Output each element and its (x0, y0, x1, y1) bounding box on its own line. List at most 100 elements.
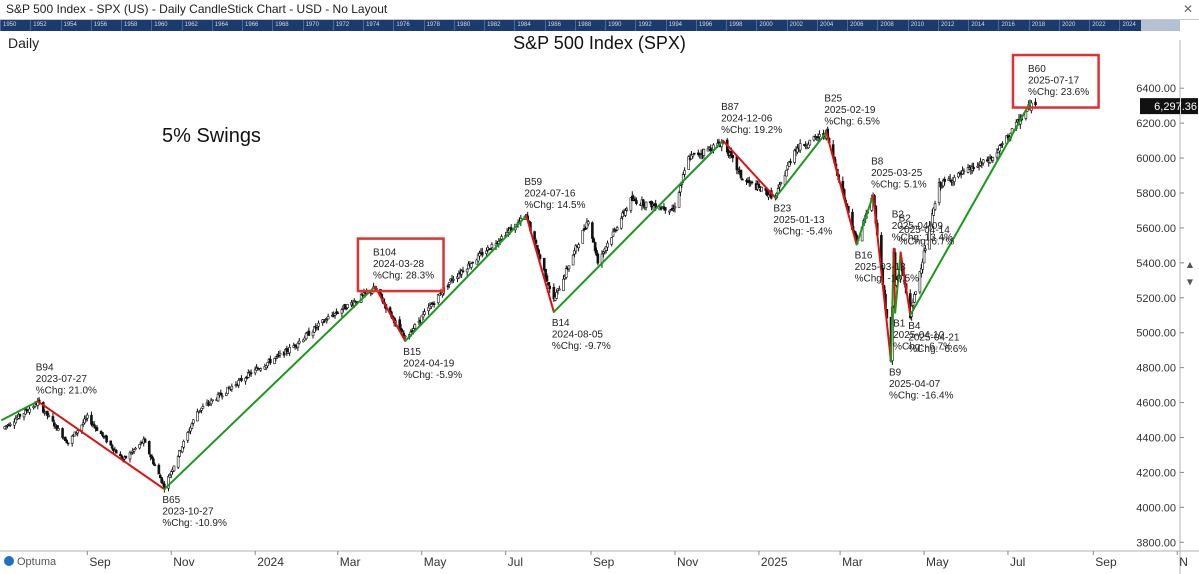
candle-body (478, 253, 481, 257)
candle-body (220, 395, 224, 398)
candle-body (41, 402, 45, 413)
timeline-year[interactable]: 2004 (816, 20, 847, 31)
candle-body (489, 248, 492, 250)
candle-body (596, 253, 600, 264)
candle-body (548, 285, 552, 290)
timeline-year[interactable]: 1986 (544, 20, 575, 31)
timeline-year[interactable]: 2002 (786, 20, 817, 31)
swing-label-line: B25 (824, 93, 842, 104)
swing-label-line: 2025-01-13 (773, 215, 825, 226)
candle-body (197, 411, 201, 413)
timeline-year[interactable]: 2006 (847, 20, 877, 31)
candle-body (344, 307, 348, 310)
timeline-year[interactable]: 1950 (0, 20, 30, 31)
scale-down-icon[interactable]: ▼ (1187, 277, 1194, 286)
candle-body (190, 423, 194, 429)
timeline-year[interactable]: 1992 (635, 20, 665, 31)
timeline-year[interactable]: 1990 (605, 20, 635, 31)
x-tick-label: Jul (1010, 555, 1025, 569)
timeline-year[interactable]: 1952 (30, 20, 60, 31)
timeline-year[interactable]: 2014 (968, 20, 998, 31)
candle-body (317, 322, 320, 327)
timeline-year[interactable]: 1960 (151, 20, 181, 31)
swing-label-line: B65 (162, 495, 180, 506)
candle-body (401, 331, 404, 333)
swing-label-line: B104 (373, 248, 397, 259)
down-swing-line (899, 251, 912, 317)
timeline-year[interactable]: 2010 (907, 20, 938, 31)
candle-body (932, 207, 935, 216)
candle-body (591, 222, 594, 239)
timeline-year[interactable]: 1970 (302, 20, 333, 31)
candle-body (143, 438, 147, 443)
candle-body (702, 148, 706, 156)
y-tick-label: 4800.00 (1136, 363, 1176, 375)
timeline-year[interactable]: 2016 (998, 20, 1028, 31)
candle-body (808, 139, 812, 146)
timeline-year[interactable]: 1988 (574, 20, 605, 31)
timeline-year[interactable]: 1968 (272, 20, 302, 31)
timeline-year[interactable]: 1998 (726, 20, 756, 31)
candle-body (230, 386, 234, 390)
timeline-year[interactable]: 1994 (665, 20, 696, 31)
timeline-year[interactable]: 1978 (423, 20, 454, 31)
swing-label-line: %Chg: 13.4% (892, 233, 953, 244)
timeline-navigator[interactable]: 1950 1952 1954 1956 1958 1960 1962 1964 1966 1968… (0, 20, 1180, 31)
up-swing-line (894, 251, 902, 314)
timeline-year[interactable]: 1964 (211, 20, 242, 31)
candle-body (818, 134, 821, 137)
timeline-year[interactable]: 1962 (181, 20, 212, 31)
candle-body (51, 416, 55, 422)
timeline-year[interactable]: 2024 (1119, 20, 1149, 31)
timeline-year[interactable]: 1974 (363, 20, 393, 31)
timeline-year[interactable]: 2012 (937, 20, 968, 31)
timeline-year[interactable]: 1984 (514, 20, 544, 31)
candle-body (564, 268, 568, 278)
candle-body (461, 270, 465, 273)
close-icon[interactable]: ✕ (1182, 2, 1194, 16)
candle-body (995, 152, 999, 158)
timeline-year[interactable]: 2000 (756, 20, 786, 31)
candle-body (928, 225, 931, 250)
timeline-year[interactable]: 1982 (484, 20, 514, 31)
timeline-year[interactable]: 1976 (393, 20, 423, 31)
timeline-year[interactable]: 1996 (695, 20, 726, 31)
candle-body (611, 231, 615, 237)
candle-body (692, 152, 696, 155)
candle-body (403, 335, 407, 338)
timeline-year[interactable]: 1980 (453, 20, 484, 31)
candle-body (555, 291, 558, 299)
candle-body (574, 245, 578, 252)
swing-label-line: 2025-03-25 (871, 168, 923, 179)
timeline-year[interactable]: 1972 (332, 20, 363, 31)
candle-body (92, 424, 96, 427)
timeline-year[interactable]: 2022 (1089, 20, 1119, 31)
period-label: Daily (8, 35, 40, 51)
x-tick-label: May (424, 555, 447, 569)
scale-up-icon[interactable]: ▲ (1187, 260, 1194, 269)
swing-label-line: B2 (892, 210, 905, 221)
annotation-text: 5% Swings (162, 125, 261, 147)
highlight-box (1011, 53, 1100, 109)
timeline-year[interactable]: 2018 (1028, 20, 1059, 31)
candle-body (635, 200, 638, 204)
timeline-visible-window[interactable] (1140, 20, 1180, 31)
candle-body (430, 304, 433, 307)
timeline-year[interactable]: 1956 (90, 20, 121, 31)
candle-body (644, 201, 648, 208)
candle-body (168, 474, 172, 478)
timeline-year[interactable]: 1958 (121, 20, 151, 31)
candle-body (54, 424, 57, 426)
timeline-year[interactable]: 2020 (1058, 20, 1089, 31)
swing-label-line: B87 (721, 102, 739, 113)
timeline-year[interactable]: 2008 (877, 20, 907, 31)
timeline-year[interactable]: 1954 (60, 20, 91, 31)
timeline-year[interactable]: 1966 (242, 20, 272, 31)
candle-body (736, 169, 740, 172)
candle-body (105, 435, 108, 443)
candle-body (943, 179, 946, 182)
x-tick-label: 2025 (761, 555, 788, 569)
